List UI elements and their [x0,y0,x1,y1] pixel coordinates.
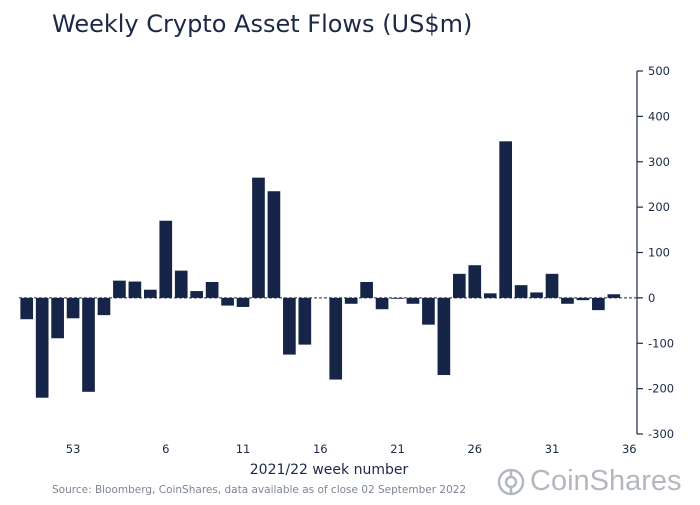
bar-week-14 [283,297,296,355]
bar-week-6 [159,220,173,298]
bar-week-8 [190,291,204,298]
bar-week-11 [236,297,250,307]
y-tick-label: -300 [648,427,674,441]
bar-week-24 [437,297,451,376]
bar-week-18 [344,297,358,304]
y-tick-label: 400 [648,109,670,123]
brand-logo: CoinShares [496,465,682,498]
bar-week-33 [576,297,590,301]
bar-week-5 [143,289,157,298]
y-tick-label: 200 [648,200,670,214]
y-tick-label: 0 [648,291,655,305]
bar-week-17 [329,297,343,380]
bar-week-21 [391,297,404,299]
bar-week-34 [592,297,605,311]
y-tick-label: 500 [648,64,670,78]
bar-week-53 [66,297,80,319]
source-note: Source: Bloomberg, CoinShares, data avai… [52,484,467,496]
bar-week-25 [452,273,466,298]
bar-week-9 [205,281,219,298]
x-tick-label: 26 [467,442,482,456]
axes-group: 500 400 300 200 100 0 -100 -200 -300 53 6 11 16 21 26 3… [19,64,674,456]
bar-week-35 [607,294,621,298]
chart-title: Weekly Crypto Asset Flows (US$m) [52,10,473,38]
bar-week-1 [82,297,95,392]
bar-week-20 [375,297,389,310]
bar-week-10 [221,297,234,306]
x-tick-label: 16 [313,442,328,456]
bar-week-32 [561,297,574,304]
bar-week-29 [514,285,528,298]
bar-week-31 [545,273,559,298]
bar-week-12 [252,177,265,298]
x-tick-label: 6 [162,442,169,456]
bar-week-27 [483,293,497,298]
y-tick-label: 100 [648,246,670,260]
x-tick-label: 11 [236,442,251,456]
bar-week-50 [20,297,34,320]
x-tick-label: 31 [545,442,560,456]
bar-week-52 [51,297,64,339]
y-tick-label: -100 [648,336,674,350]
brand-name: CoinShares [530,465,682,497]
bar-week-23 [422,297,435,325]
bar-week-4 [128,281,142,298]
bar-week-7 [174,270,188,298]
x-axis-title: 2021/22 week number [250,462,409,478]
bar-week-22 [406,297,420,304]
x-tick-label: 53 [66,442,81,456]
x-tick-label: 36 [622,442,637,456]
coinshares-logo-icon [497,468,525,495]
bar-week-19 [360,281,373,298]
y-tick-label: -200 [648,382,674,396]
bar-week-13 [267,191,281,298]
bar-week-26 [468,265,482,298]
y-tick-label: 300 [648,155,670,169]
bar-week-28 [499,141,513,298]
bar-week-3 [113,280,126,298]
bar-week-2 [97,297,111,316]
bar-week-15 [298,297,312,345]
bar-week-30 [530,292,543,298]
bars-group [20,141,621,398]
x-tick-label: 21 [390,442,405,456]
bar-week-51 [35,297,49,398]
